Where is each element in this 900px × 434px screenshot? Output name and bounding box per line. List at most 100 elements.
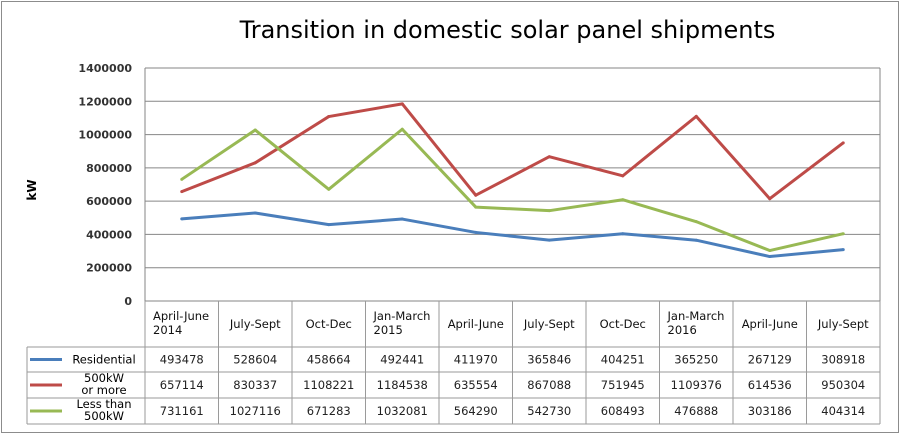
data-table-cell: 657114 <box>160 378 204 392</box>
y-axis-label: kW <box>25 179 39 200</box>
legend-label-line: 500kW <box>84 409 124 423</box>
data-point <box>694 114 698 118</box>
x-category-label-line: July-Sept <box>523 317 575 331</box>
data-point <box>180 217 184 221</box>
data-table-cell: 411970 <box>454 353 498 367</box>
x-category-label-line: 2015 <box>374 323 403 337</box>
x-category-label: Jan-March 2016 <box>667 309 725 337</box>
x-category-label: April-June <box>448 317 504 331</box>
x-category-label-line: 2014 <box>153 323 182 337</box>
data-table-cell: 867088 <box>527 378 571 392</box>
y-tick-label: 600000 <box>86 195 132 208</box>
data-point <box>400 127 404 131</box>
data-table-cell: 303186 <box>748 404 792 418</box>
data-table-cell: 308918 <box>821 353 865 367</box>
data-table-cell: 1027116 <box>230 404 281 418</box>
series-line <box>181 102 845 201</box>
data-point <box>621 198 625 202</box>
legend-label-line: or more <box>81 383 126 397</box>
data-point <box>253 128 257 132</box>
data-point <box>768 249 772 253</box>
series-line <box>181 211 844 259</box>
x-category-label: April-June 2014 <box>153 309 209 337</box>
x-category-label-line: Oct-Dec <box>306 317 352 331</box>
data-point <box>474 205 478 209</box>
y-tick-label: 1400000 <box>78 62 132 75</box>
data-table-cell: 830337 <box>233 378 277 392</box>
y-tick-label: 0 <box>124 295 132 308</box>
data-point <box>253 211 257 215</box>
data-point <box>327 115 331 119</box>
data-point <box>841 232 845 236</box>
data-table-cell: 1109376 <box>671 378 722 392</box>
data-table-cell: 528604 <box>233 353 277 367</box>
legend-label: 500kW or more <box>81 371 126 397</box>
data-point <box>180 190 184 194</box>
x-category-label-line: 2016 <box>668 323 697 337</box>
data-table-cell: 671283 <box>307 404 351 418</box>
legend-label-line: Residential <box>72 353 135 367</box>
data-table-cell: 492441 <box>380 353 424 367</box>
data-table-cell: 635554 <box>454 378 498 392</box>
y-tick-label: 200000 <box>86 262 132 275</box>
data-table-cell: 1184538 <box>377 378 428 392</box>
data-table-cell: 608493 <box>601 404 645 418</box>
data-table-cell: 731161 <box>160 404 204 418</box>
legend-label: Residential <box>72 353 135 367</box>
data-table-cell: 476888 <box>674 404 718 418</box>
x-category-label-line: July-Sept <box>229 317 281 331</box>
data-point <box>768 197 772 201</box>
data-table-cell: 365846 <box>527 353 571 367</box>
x-category-label: Jan-March 2015 <box>373 309 431 337</box>
x-category-label-line: April-June <box>448 317 504 331</box>
data-point <box>547 155 551 159</box>
data-table-cell: 267129 <box>748 353 792 367</box>
data-table-cell: 1108221 <box>303 378 354 392</box>
data-point <box>474 193 478 197</box>
data-table-cell: 493478 <box>160 353 204 367</box>
series-line <box>180 127 844 253</box>
x-category-label: April-June <box>742 317 798 331</box>
x-category-label: July-Sept <box>229 317 281 331</box>
data-table-cell: 404314 <box>821 404 865 418</box>
data-point <box>474 230 478 234</box>
x-category-label: July-Sept <box>817 317 869 331</box>
x-category-label-line: July-Sept <box>817 317 869 331</box>
data-point <box>621 174 625 178</box>
x-category-label-line: Jan-March <box>667 309 725 323</box>
data-table-cell: 404251 <box>601 353 645 367</box>
data-point <box>547 238 551 242</box>
data-table-cell: 751945 <box>601 378 645 392</box>
data-point <box>694 220 698 224</box>
data-point <box>841 141 845 145</box>
data-point <box>547 209 551 213</box>
data-table-cell: 614536 <box>748 378 792 392</box>
data-point <box>180 177 184 181</box>
data-point <box>327 223 331 227</box>
legend-label-line: Less than <box>76 397 131 411</box>
data-table-cell: 1032081 <box>377 404 428 418</box>
data-point <box>768 255 772 259</box>
x-category-label: Oct-Dec <box>306 317 352 331</box>
data-point <box>327 187 331 191</box>
x-category-label-line: April-June <box>153 309 209 323</box>
data-point <box>841 248 845 252</box>
data-point <box>694 238 698 242</box>
y-tick-label: 800000 <box>86 162 132 175</box>
data-point <box>400 102 404 106</box>
x-category-label: Oct-Dec <box>600 317 646 331</box>
y-tick-label: 1000000 <box>78 129 132 142</box>
chart-title: Transition in domestic solar panel shipm… <box>239 16 776 44</box>
y-tick-label: 400000 <box>86 228 132 241</box>
y-tick-label: 1200000 <box>78 95 132 108</box>
data-point <box>253 161 257 165</box>
x-category-label: July-Sept <box>523 317 575 331</box>
legend-label: Less than 500kW <box>76 397 131 423</box>
legend-label-line: 500kW <box>84 371 124 385</box>
x-category-label-line: April-June <box>742 317 798 331</box>
data-point <box>400 217 404 221</box>
data-table-cell: 950304 <box>821 378 865 392</box>
data-point <box>621 232 625 236</box>
data-table-cell: 564290 <box>454 404 498 418</box>
